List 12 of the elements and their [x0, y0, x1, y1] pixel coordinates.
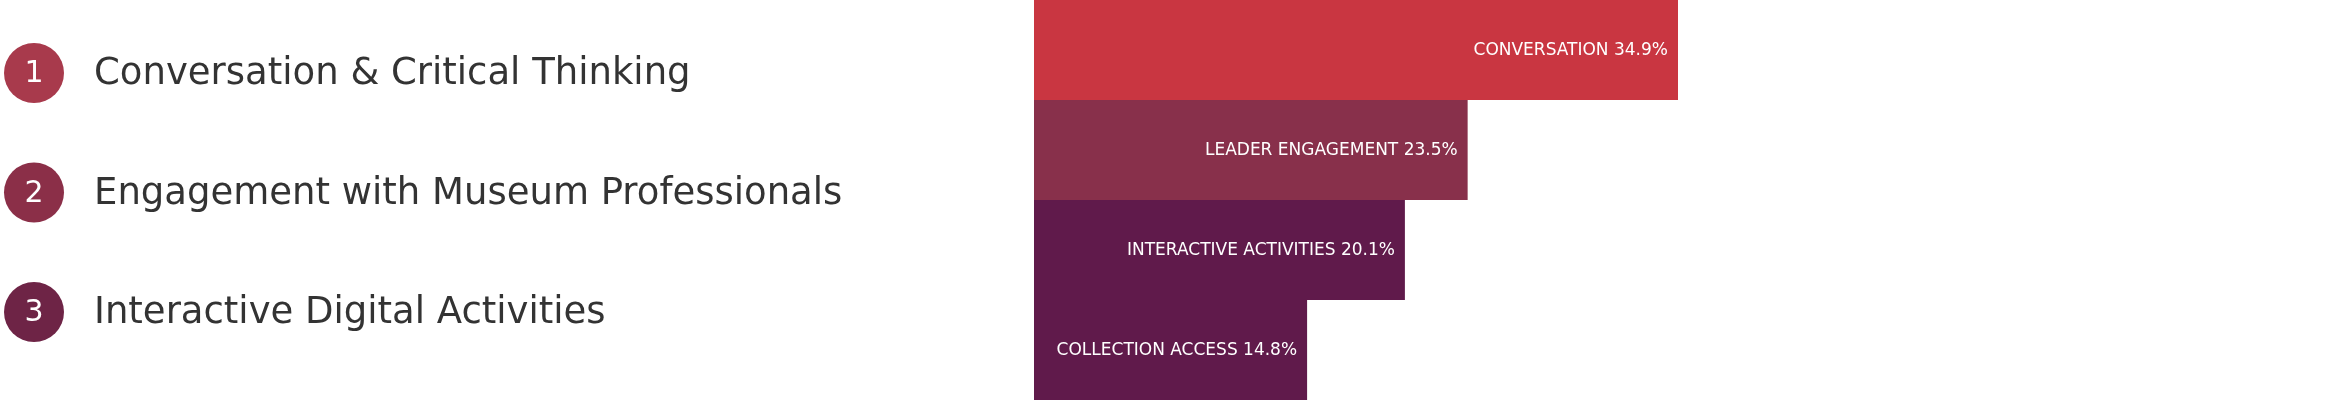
text: 1 [24, 54, 44, 89]
text: Engagement with Museum Professionals [94, 169, 843, 213]
bar [1034, 0, 1678, 100]
text: 3 [24, 293, 44, 328]
text: Interactive Digital Activities [94, 289, 606, 332]
data-label: COLLECTION ACCESS 14.8% [1056, 339, 1298, 359]
data-label: INTERACTIVE ACTIVITIES 20.1% [1126, 239, 1395, 259]
bar [1034, 100, 1468, 200]
text: Conversation & Critical Thinking [94, 50, 691, 93]
data-label: LEADER ENGAGEMENT 23.5% [1204, 139, 1458, 159]
text: 2 [24, 173, 44, 209]
data-label: CONVERSATION 34.9% [1473, 39, 1668, 59]
